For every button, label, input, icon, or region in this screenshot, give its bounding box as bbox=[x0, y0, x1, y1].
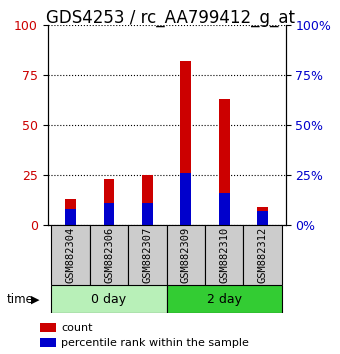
Bar bbox=[205, 225, 243, 285]
Bar bbox=[51, 225, 90, 285]
Text: percentile rank within the sample: percentile rank within the sample bbox=[61, 338, 249, 348]
Bar bbox=[257, 207, 268, 225]
Bar bbox=[257, 211, 268, 225]
Text: GSM882310: GSM882310 bbox=[219, 227, 229, 283]
Bar bbox=[142, 175, 153, 225]
Text: time: time bbox=[7, 293, 34, 306]
Text: GSM882309: GSM882309 bbox=[181, 227, 191, 283]
Bar bbox=[243, 225, 282, 285]
Bar bbox=[104, 203, 114, 225]
Bar bbox=[181, 61, 191, 225]
Bar bbox=[90, 225, 128, 285]
Bar bbox=[65, 209, 76, 225]
Text: GSM882312: GSM882312 bbox=[258, 227, 268, 283]
Text: GDS4253 / rc_AA799412_g_at: GDS4253 / rc_AA799412_g_at bbox=[46, 9, 294, 27]
Bar bbox=[167, 285, 282, 313]
Bar bbox=[219, 99, 230, 225]
Bar bbox=[167, 225, 205, 285]
Text: GSM882307: GSM882307 bbox=[142, 227, 152, 283]
Text: GSM882306: GSM882306 bbox=[104, 227, 114, 283]
Bar bbox=[51, 285, 167, 313]
Text: 2 day: 2 day bbox=[207, 293, 242, 306]
Bar bbox=[40, 338, 56, 347]
Text: GSM882304: GSM882304 bbox=[66, 227, 75, 283]
Text: 0 day: 0 day bbox=[91, 293, 126, 306]
Bar bbox=[128, 225, 167, 285]
Bar bbox=[219, 193, 230, 225]
Bar bbox=[142, 203, 153, 225]
Bar bbox=[65, 199, 76, 225]
Bar bbox=[40, 323, 56, 332]
Text: count: count bbox=[61, 322, 92, 332]
Bar bbox=[104, 179, 114, 225]
Bar bbox=[181, 173, 191, 225]
Text: ▶: ▶ bbox=[31, 295, 40, 305]
